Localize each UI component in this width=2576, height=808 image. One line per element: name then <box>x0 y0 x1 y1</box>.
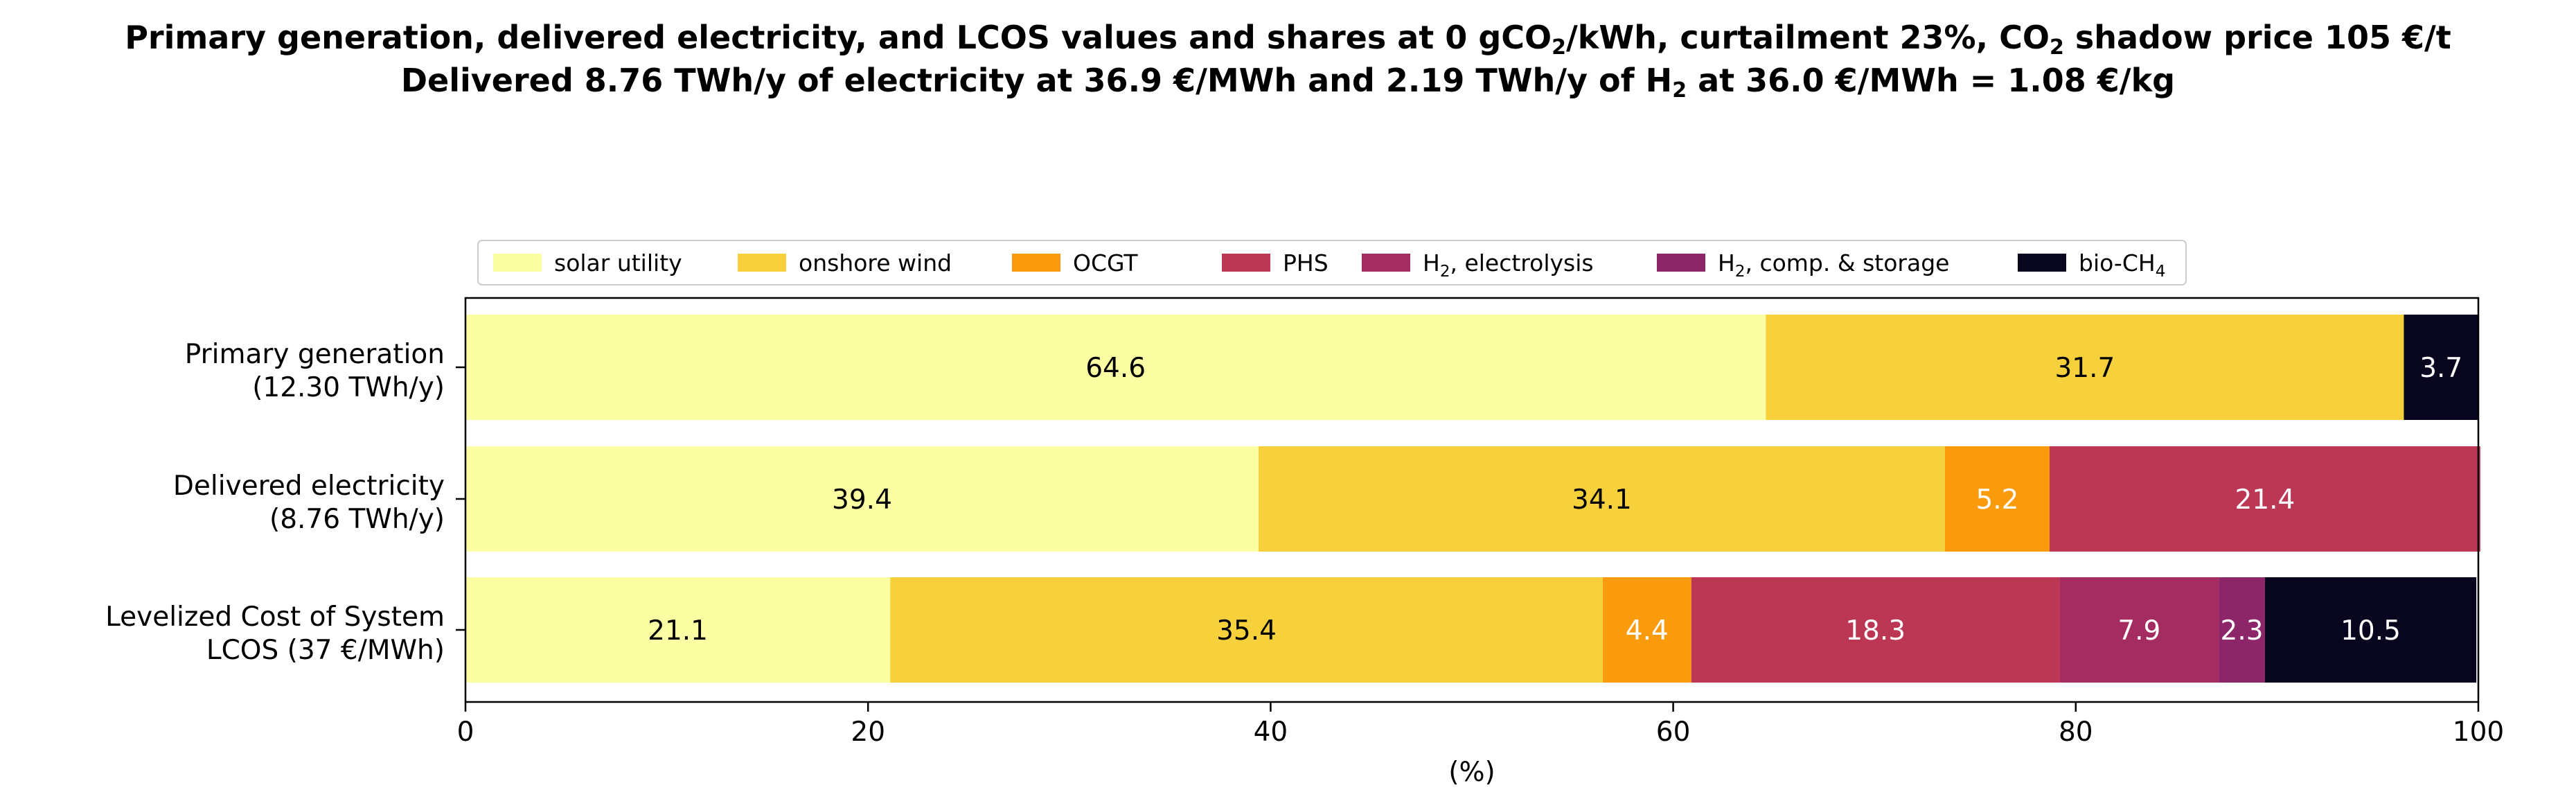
legend-item-bio-ch4: bio-CH4 <box>2018 249 2165 281</box>
bar-solar-utility-3 <box>465 577 891 683</box>
legend-label-suffix: , comp. & storage <box>1745 249 1949 276</box>
legend-swatch <box>493 254 542 272</box>
axes: 0 20 40 60 80 100 (%) Primary generation (12.30 … <box>105 297 2504 788</box>
bar-value-label: 10.5 <box>2340 615 2401 647</box>
bar-value-label: 7.9 <box>2117 615 2160 647</box>
y-category-label-line: Delivered electricity <box>173 471 445 502</box>
legend-label: bio-CH4 <box>2079 249 2165 281</box>
bar-value-label: 21.1 <box>648 615 708 647</box>
bar-value-label: 39.4 <box>832 484 892 516</box>
bar-phs-2 <box>2050 446 2480 552</box>
bar-ocgt-2 <box>1944 446 2050 552</box>
legend-swatch <box>1657 254 1705 272</box>
bar-h2-comp-storage-3 <box>2219 577 2265 683</box>
legend-swatch <box>1222 254 1270 272</box>
bar-value-label: 35.4 <box>1216 615 1277 647</box>
legend-label-main: H <box>1718 249 1735 276</box>
legend-label-subscript: 2 <box>1440 263 1450 281</box>
legend-swatch <box>1012 254 1060 272</box>
bar-h2-electrolysis-3 <box>2059 577 2219 683</box>
legend-label: onshore wind <box>799 249 952 276</box>
legend-label-main: solar utility <box>554 249 682 276</box>
legend-item-ocgt: OCGT <box>1012 249 1138 276</box>
bar-bio-ch4-3 <box>2264 577 2477 683</box>
bar-onshore-wind-3 <box>890 577 1603 683</box>
bar-value-label: 34.1 <box>1572 484 1632 516</box>
bar-value-label: 31.7 <box>2054 353 2115 384</box>
y-category-label: Levelized Cost of System LCOS (37 €/MWh) <box>105 601 445 666</box>
legend-item-phs: PHS <box>1222 249 1329 276</box>
chart-title-line-1: Primary generation, delivered electricit… <box>125 19 2451 60</box>
bars: 64.6 31.7 3.7 39.4 34.1 5.2 21.4 21.1 35.4 4.4 18.… <box>465 315 2480 683</box>
y-category-label: Delivered electricity (8.76 TWh/y) <box>173 471 445 535</box>
y-category-label-line: LCOS (37 €/MWh) <box>206 635 445 666</box>
legend-frame <box>477 240 2187 286</box>
x-tick-label: 40 <box>1254 717 1288 748</box>
legend-label: OCGT <box>1073 249 1138 276</box>
bar-value-label: 2.3 <box>2221 615 2264 647</box>
bar-onshore-wind-2 <box>1258 446 1945 552</box>
legend-label-main: onshore wind <box>799 249 952 276</box>
legend-swatch <box>1362 254 1410 272</box>
bar-value-label: 5.2 <box>1975 484 2018 516</box>
bar-onshore-wind-1 <box>1766 315 2404 420</box>
legend-item-h2-electrolysis: H2, electrolysis <box>1362 249 1594 281</box>
legend-label-subscript: 2 <box>1735 263 1746 281</box>
y-category-label-line: (12.30 TWh/y) <box>252 372 445 403</box>
plot-frame <box>464 297 2480 703</box>
legend-label: H2, comp. & storage <box>1718 249 1949 281</box>
legend-item-solar-utility: solar utility <box>493 249 682 276</box>
y-category-label-line: Levelized Cost of System <box>105 601 445 633</box>
x-tick-label: 100 <box>2453 717 2504 748</box>
bar-value-label: 3.7 <box>2419 353 2462 384</box>
legend-label-main: bio-CH <box>2079 249 2156 276</box>
x-axis-label: (%) <box>1448 757 1495 788</box>
legend-label: H2, electrolysis <box>1423 249 1594 281</box>
bar-value-label: 18.3 <box>1845 615 1906 647</box>
legend-item-h2-comp-storage: H2, comp. & storage <box>1657 249 1949 281</box>
legend: solar utility onshore wind OCGT PHS H2, elec… <box>477 240 2187 286</box>
legend-label-subscript: 4 <box>2156 263 2166 281</box>
bar-value-label: 21.4 <box>2235 484 2295 516</box>
legend-label: solar utility <box>554 249 682 276</box>
x-tick-label: 60 <box>1656 717 1691 748</box>
y-category-label: Primary generation (12.30 TWh/y) <box>185 339 445 403</box>
bar-value-label: 64.6 <box>1085 353 1146 384</box>
bar-bio-ch4-1 <box>2404 315 2478 420</box>
bar-solar-utility-2 <box>465 446 1259 552</box>
legend-swatch <box>738 254 786 272</box>
legend-label-main: H <box>1423 249 1440 276</box>
x-tick-label: 80 <box>2059 717 2093 748</box>
legend-label-main: PHS <box>1283 249 1329 276</box>
bar-phs-3 <box>1691 577 2060 683</box>
bar-value-label: 4.4 <box>1626 615 1669 647</box>
x-tick-label: 0 <box>457 717 474 748</box>
y-category-label-line: (8.76 TWh/y) <box>269 504 445 535</box>
legend-label-main: OCGT <box>1073 249 1138 276</box>
chart-title-line-2: Delivered 8.76 TWh/y of electricity at 3… <box>400 62 2176 103</box>
legend-item-onshore-wind: onshore wind <box>738 249 952 276</box>
x-tick-label: 20 <box>851 717 885 748</box>
bar-solar-utility-1 <box>465 315 1766 420</box>
legend-label-suffix: , electrolysis <box>1450 249 1593 276</box>
legend-swatch <box>2018 254 2066 272</box>
legend-label: PHS <box>1283 249 1329 276</box>
y-category-label-line: Primary generation <box>185 339 445 370</box>
bar-ocgt-3 <box>1602 577 1691 683</box>
